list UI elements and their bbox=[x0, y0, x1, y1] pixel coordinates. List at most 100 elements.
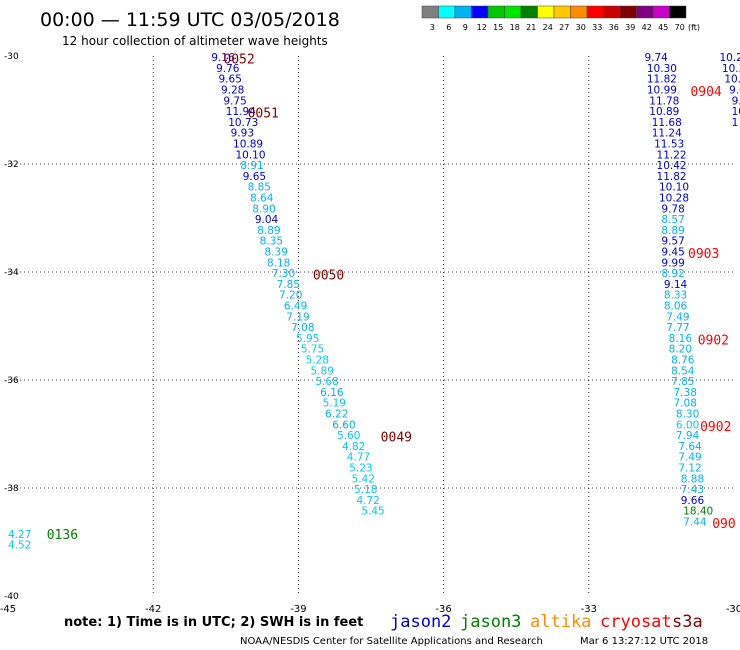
swh-value: 11.94 bbox=[226, 106, 256, 118]
swh-value: 8.39 bbox=[265, 246, 288, 258]
legend-label-36: 36 bbox=[609, 23, 619, 32]
swh-value: 9.65 bbox=[219, 74, 242, 86]
swh-value: 6.49 bbox=[284, 300, 307, 312]
legend-label-21: 21 bbox=[526, 23, 536, 32]
y-tick-label: -32 bbox=[4, 160, 19, 170]
swh-value: 11.24 bbox=[652, 128, 682, 140]
x-tick-label: -42 bbox=[145, 604, 161, 615]
swh-value: 5.18 bbox=[354, 484, 377, 496]
swh-value: 8.57 bbox=[661, 214, 684, 226]
swh-value: 5.60 bbox=[337, 430, 360, 442]
swh-value: 7.43 bbox=[681, 484, 704, 496]
swh-value: 6.16 bbox=[320, 387, 344, 399]
data-labels: 9.169.769.659.289.7511.9410.739.9310.891… bbox=[8, 52, 740, 552]
legend-label-18: 18 bbox=[510, 23, 520, 32]
swh-value: 11.78 bbox=[649, 95, 679, 107]
swh-value: 7.85 bbox=[671, 376, 694, 388]
swh-value: 10.10 bbox=[235, 149, 265, 161]
swh-value: 18.40 bbox=[683, 506, 713, 518]
swh-value: 10.42 bbox=[657, 160, 687, 172]
swh-value: 8.76 bbox=[671, 354, 695, 366]
swh-value: 7.77 bbox=[666, 322, 689, 334]
legend-label-3: 3 bbox=[430, 23, 435, 32]
swh-value: 10.3 bbox=[722, 63, 740, 75]
swh-value: 4.82 bbox=[342, 441, 365, 453]
swh-value: 9. bbox=[732, 95, 740, 107]
time-label: 0050 bbox=[313, 269, 344, 284]
legend-swatch-15 bbox=[487, 5, 505, 19]
swh-value: 7.49 bbox=[678, 452, 701, 464]
swh-value: 5.45 bbox=[361, 506, 384, 518]
swh-value: 8.90 bbox=[252, 203, 275, 215]
legend-swatch-24 bbox=[537, 5, 555, 19]
swh-value: 9.93 bbox=[231, 128, 254, 140]
y-tick-label: -34 bbox=[4, 268, 19, 278]
swh-value: 10 bbox=[732, 106, 740, 118]
satellite-s3a: s3a bbox=[672, 612, 703, 632]
swh-value: 5.75 bbox=[301, 344, 324, 356]
time-labels: 0052 0051 0050 0049 0904 0903 0902 0902 090 0136 bbox=[47, 53, 736, 543]
y-tick-label: -40 bbox=[4, 592, 19, 602]
time-label: 0904 bbox=[690, 85, 721, 100]
satellite-altika: altika bbox=[530, 612, 591, 632]
x-tick-label: -39 bbox=[290, 604, 306, 615]
time-label: 0052 bbox=[223, 53, 254, 68]
legend-swatch-30 bbox=[570, 5, 588, 19]
chart-subtitle: 12 hour collection of altimeter wave hei… bbox=[62, 34, 328, 48]
time-label: 0902 bbox=[700, 420, 731, 435]
y-tick-label: -38 bbox=[4, 484, 19, 494]
swh-value: 10.89 bbox=[649, 106, 679, 118]
y-tick-label: -36 bbox=[4, 376, 19, 386]
swh-value: 7.94 bbox=[676, 430, 700, 442]
axes: -45 -42 -39 -36 -33 -30 -30 -32 -34 -36 -38 -40 bbox=[0, 52, 740, 615]
swh-value: 5.42 bbox=[352, 473, 375, 485]
satellite-legend: jason2 jason3 altika cryosat s3a bbox=[390, 612, 703, 632]
swh-value: 5.19 bbox=[323, 398, 346, 410]
legend-swatch-9 bbox=[454, 5, 472, 19]
time-label: 0903 bbox=[688, 247, 719, 262]
swh-value: 9.99 bbox=[661, 257, 684, 269]
footer-timestamp: Mar 6 13:27:12 UTC 2018 bbox=[580, 636, 708, 647]
swh-value: 9.74 bbox=[644, 52, 668, 64]
legend-label-24: 24 bbox=[543, 23, 553, 32]
legend-label-30: 30 bbox=[576, 23, 586, 32]
legend-label-33: 33 bbox=[592, 23, 602, 32]
swh-value: 9.65 bbox=[243, 171, 266, 183]
swh-value: 9.57 bbox=[661, 236, 684, 248]
legend-label-12: 12 bbox=[477, 23, 487, 32]
swh-value: 9.78 bbox=[661, 203, 684, 215]
swh-value: 8.92 bbox=[661, 268, 684, 280]
x-tick-label: -36 bbox=[435, 604, 451, 615]
swh-value: 9.66 bbox=[681, 495, 705, 507]
swh-value: 9.45 bbox=[661, 246, 684, 258]
swh-value: 4.77 bbox=[347, 452, 370, 464]
swh-value: 8.35 bbox=[260, 236, 283, 248]
legend-swatch-3 bbox=[421, 5, 439, 19]
swh-value: 10.73 bbox=[228, 117, 258, 129]
swh-value: 5.95 bbox=[296, 333, 319, 345]
satellite-cryosat: cryosat bbox=[600, 612, 672, 632]
swh-value: 11.53 bbox=[654, 138, 684, 150]
swh-value: 7.12 bbox=[678, 462, 701, 474]
swh-value: 9.04 bbox=[255, 214, 279, 226]
swh-value: 5.89 bbox=[311, 365, 334, 377]
time-label: 0051 bbox=[248, 107, 279, 122]
legend-label-27: 27 bbox=[559, 23, 569, 32]
swh-value: 8.16 bbox=[669, 333, 693, 345]
legend-swatch-6 bbox=[438, 5, 456, 19]
swh-value: 9.16 bbox=[211, 52, 235, 64]
x-tick-label: -45 bbox=[0, 604, 16, 615]
swh-value: 9.76 bbox=[216, 63, 240, 75]
legend-swatch-39 bbox=[619, 5, 637, 19]
swh-value: 8.33 bbox=[664, 290, 687, 302]
swh-value: 11.82 bbox=[657, 171, 687, 183]
swh-value: 8.54 bbox=[671, 365, 695, 377]
legend-label-6: 6 bbox=[446, 23, 451, 32]
swh-value: 7.19 bbox=[286, 311, 309, 323]
swh-value: 7.08 bbox=[291, 322, 314, 334]
swh-value: 11.68 bbox=[652, 117, 682, 129]
swh-value: 10.28 bbox=[659, 192, 689, 204]
swh-value: 6.00 bbox=[676, 419, 699, 431]
swh-value: 6.22 bbox=[325, 408, 348, 420]
